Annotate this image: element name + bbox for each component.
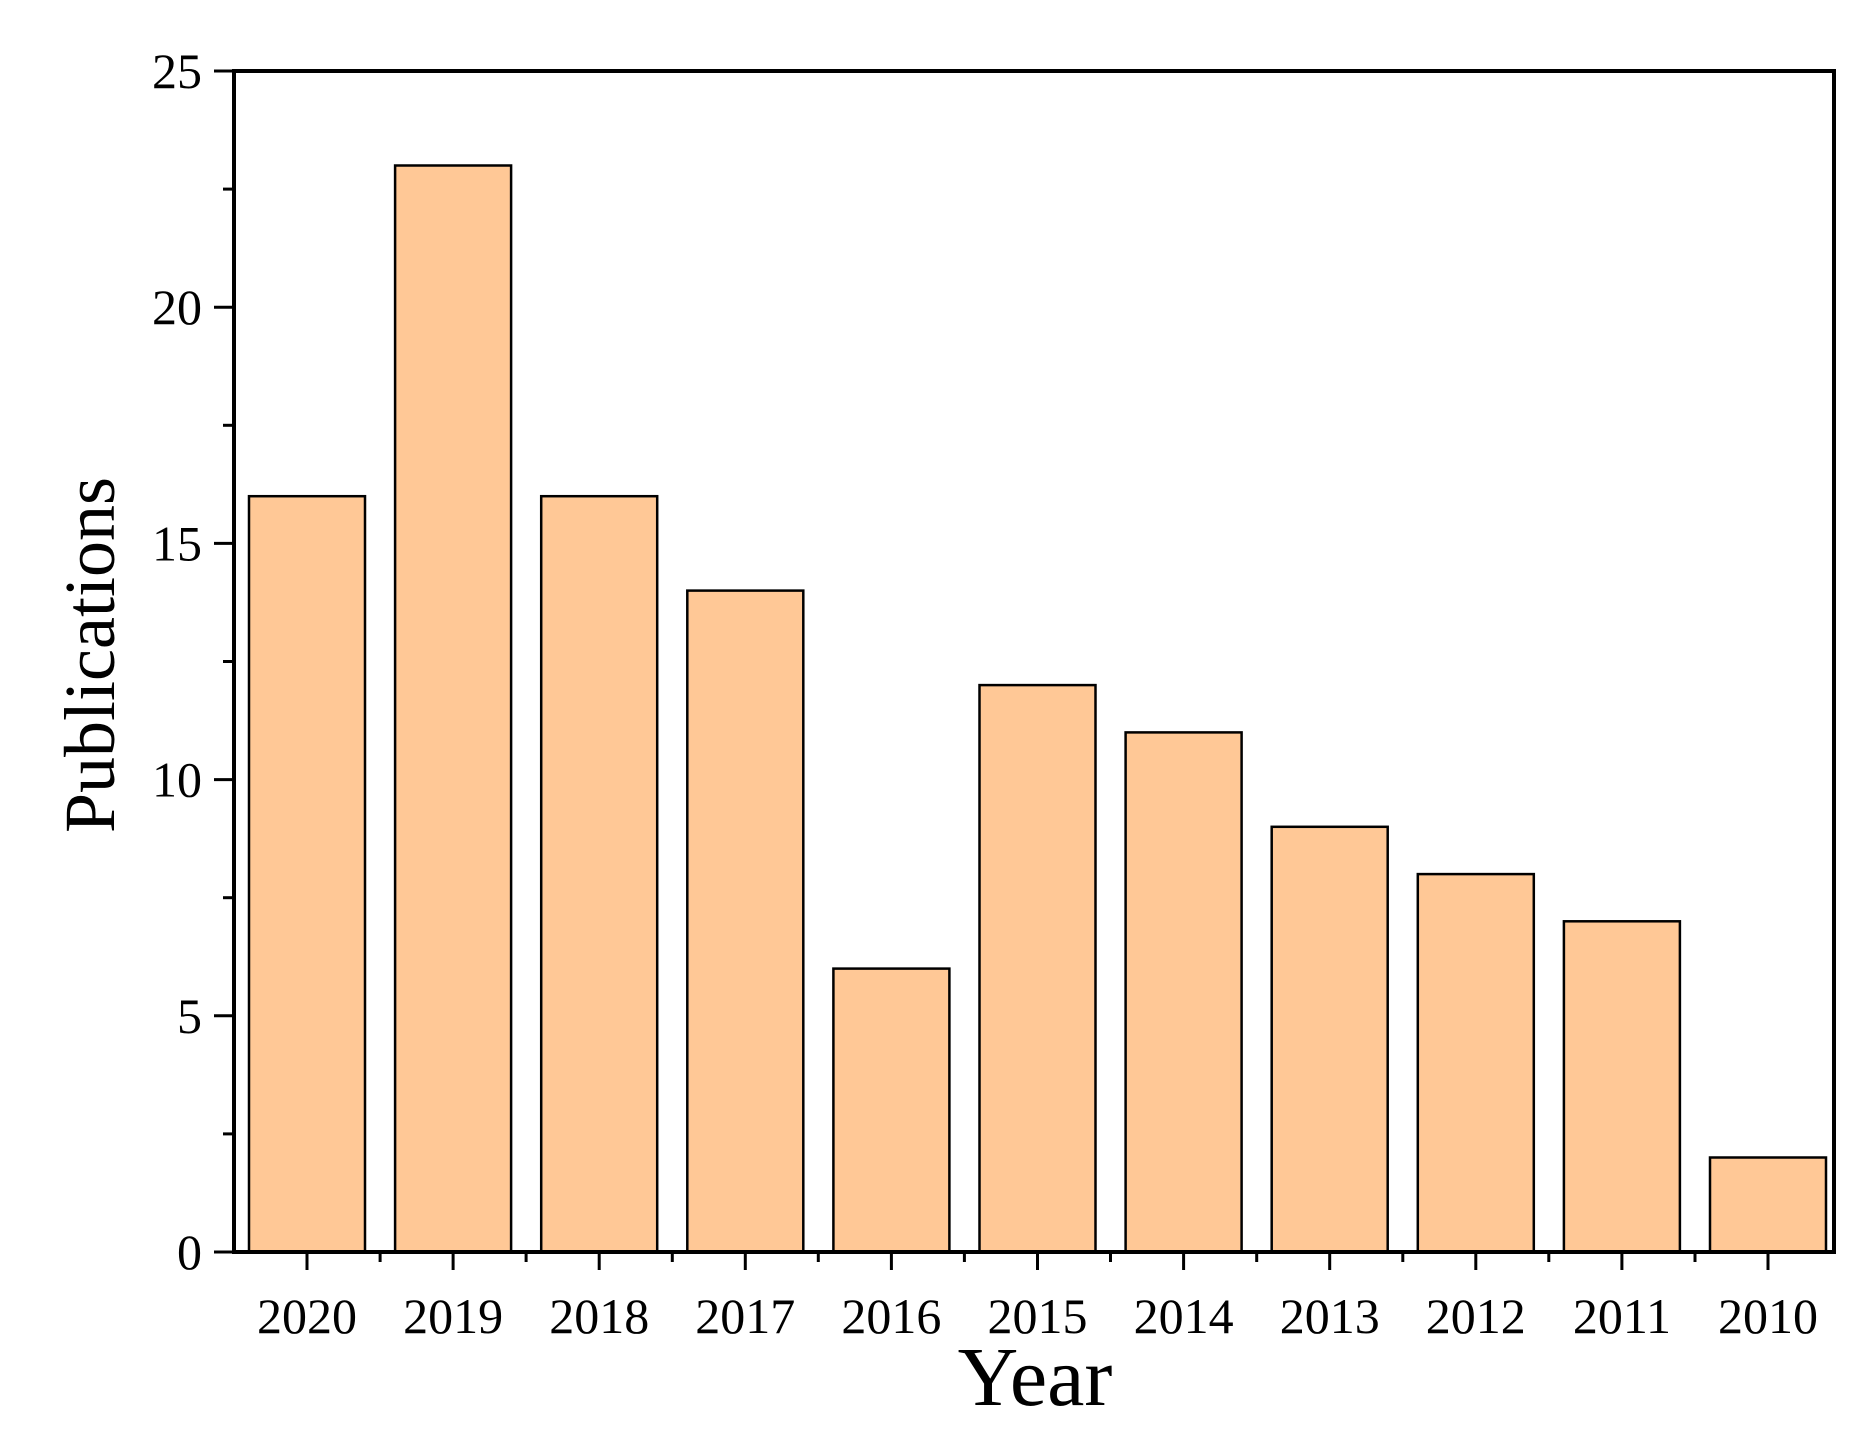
bar-2015	[978, 683, 1097, 1254]
bar-2017	[686, 589, 805, 1254]
bar-2011	[1562, 920, 1682, 1254]
x-tick-label-2016: 2016	[841, 1288, 941, 1344]
x-tick-label-2014: 2014	[1134, 1288, 1234, 1344]
y-tick-label: 25	[152, 43, 202, 99]
y-tick-label: 20	[152, 279, 202, 335]
x-tick-label-2012: 2012	[1426, 1288, 1526, 1344]
y-axis-ticks: 0 5 10 15 20 25	[152, 43, 234, 1280]
y-tick-label: 0	[177, 1224, 202, 1280]
y-tick-label: 5	[177, 988, 202, 1044]
x-tick-label-2011: 2011	[1573, 1288, 1671, 1344]
bar-2018	[539, 494, 659, 1254]
bar-2019	[393, 164, 513, 1254]
x-tick-label-2010: 2010	[1718, 1288, 1818, 1344]
bar-2010	[1708, 1156, 1828, 1254]
bar-2013	[1270, 825, 1389, 1254]
x-tick-label-2019: 2019	[403, 1288, 503, 1344]
y-tick-label: 10	[152, 752, 202, 808]
x-tick-label-2015: 2015	[988, 1288, 1088, 1344]
bar-2020	[247, 494, 367, 1254]
x-tick-label-2018: 2018	[549, 1288, 649, 1344]
x-tick-label-2013: 2013	[1280, 1288, 1380, 1344]
bar-2014	[1124, 731, 1243, 1254]
x-tick-label-2017: 2017	[695, 1288, 795, 1344]
bars-group	[247, 164, 1828, 1254]
y-tick-label: 15	[152, 515, 202, 571]
bar-2012	[1416, 872, 1536, 1254]
x-axis-ticks: 2020 2019 2018 2017 2016 2015 2014 2013 2012 2011…	[257, 1252, 1818, 1344]
bar-2016	[832, 967, 951, 1254]
x-axis-title: Year	[958, 1331, 1113, 1424]
y-axis-title: Publications	[50, 477, 130, 833]
x-tick-label-2020: 2020	[257, 1288, 357, 1344]
